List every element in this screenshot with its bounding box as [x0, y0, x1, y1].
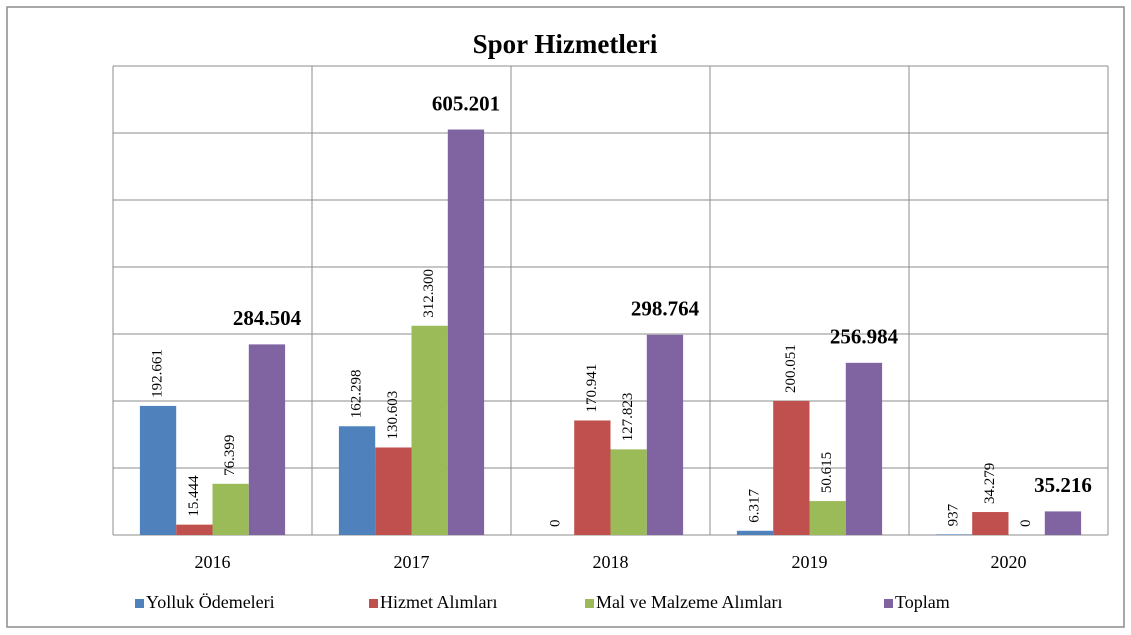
- data-label: 192.661: [149, 349, 165, 398]
- bar: [736, 530, 774, 535]
- legend-label: Toplam: [895, 592, 950, 612]
- bar: [1044, 511, 1082, 535]
- data-label: 0: [1018, 520, 1034, 528]
- legend-swatch: [585, 599, 594, 608]
- x-tick-label: 2018: [593, 552, 629, 572]
- x-tick-label: 2020: [991, 552, 1027, 572]
- data-label: 50.615: [819, 452, 835, 493]
- data-label: 200.051: [783, 344, 799, 393]
- data-label: 256.984: [830, 325, 899, 349]
- legend-swatch: [369, 599, 378, 608]
- data-label: 130.603: [385, 391, 401, 440]
- data-label: 170.941: [584, 364, 600, 413]
- legend-label: Hizmet Alımları: [380, 592, 497, 612]
- data-label: 162.298: [348, 370, 364, 419]
- bar: [574, 420, 611, 535]
- bar: [375, 447, 412, 535]
- bar: [338, 426, 376, 535]
- bar: [845, 362, 883, 535]
- data-label: 15.444: [186, 475, 202, 517]
- bar: [935, 534, 973, 535]
- bar: [248, 344, 286, 535]
- data-label: 312.300: [421, 269, 437, 318]
- legend-swatch: [884, 599, 893, 608]
- x-tick-label: 2017: [394, 552, 430, 572]
- data-label: 76.399: [222, 435, 238, 476]
- bar: [176, 524, 213, 535]
- legend-label: Mal ve Malzeme Alımları: [596, 592, 782, 612]
- chart-title: Spor Hizmetleri: [473, 29, 658, 59]
- data-label: 127.823: [620, 393, 636, 442]
- bar: [212, 483, 249, 535]
- bar: [447, 129, 485, 536]
- data-label: 6.317: [746, 489, 762, 523]
- bar: [411, 325, 448, 535]
- data-label: 35.216: [1034, 473, 1092, 497]
- bar: [972, 512, 1009, 535]
- legend-label: Yolluk Ödemeleri: [146, 592, 275, 612]
- data-label: 284.504: [233, 306, 302, 330]
- data-label: 298.764: [631, 297, 700, 321]
- bar: [773, 400, 810, 535]
- data-label: 937: [945, 503, 961, 526]
- bar: [139, 405, 177, 535]
- data-label: 0: [547, 520, 563, 528]
- data-label: 605.201: [432, 91, 500, 115]
- bar: [809, 501, 846, 535]
- legend-swatch: [135, 599, 144, 608]
- data-label: 34.279: [982, 463, 998, 504]
- x-tick-label: 2016: [195, 552, 231, 572]
- x-tick-label: 2019: [792, 552, 828, 572]
- chart-border: [6, 6, 1125, 628]
- bar: [646, 334, 684, 535]
- bar: [610, 449, 647, 535]
